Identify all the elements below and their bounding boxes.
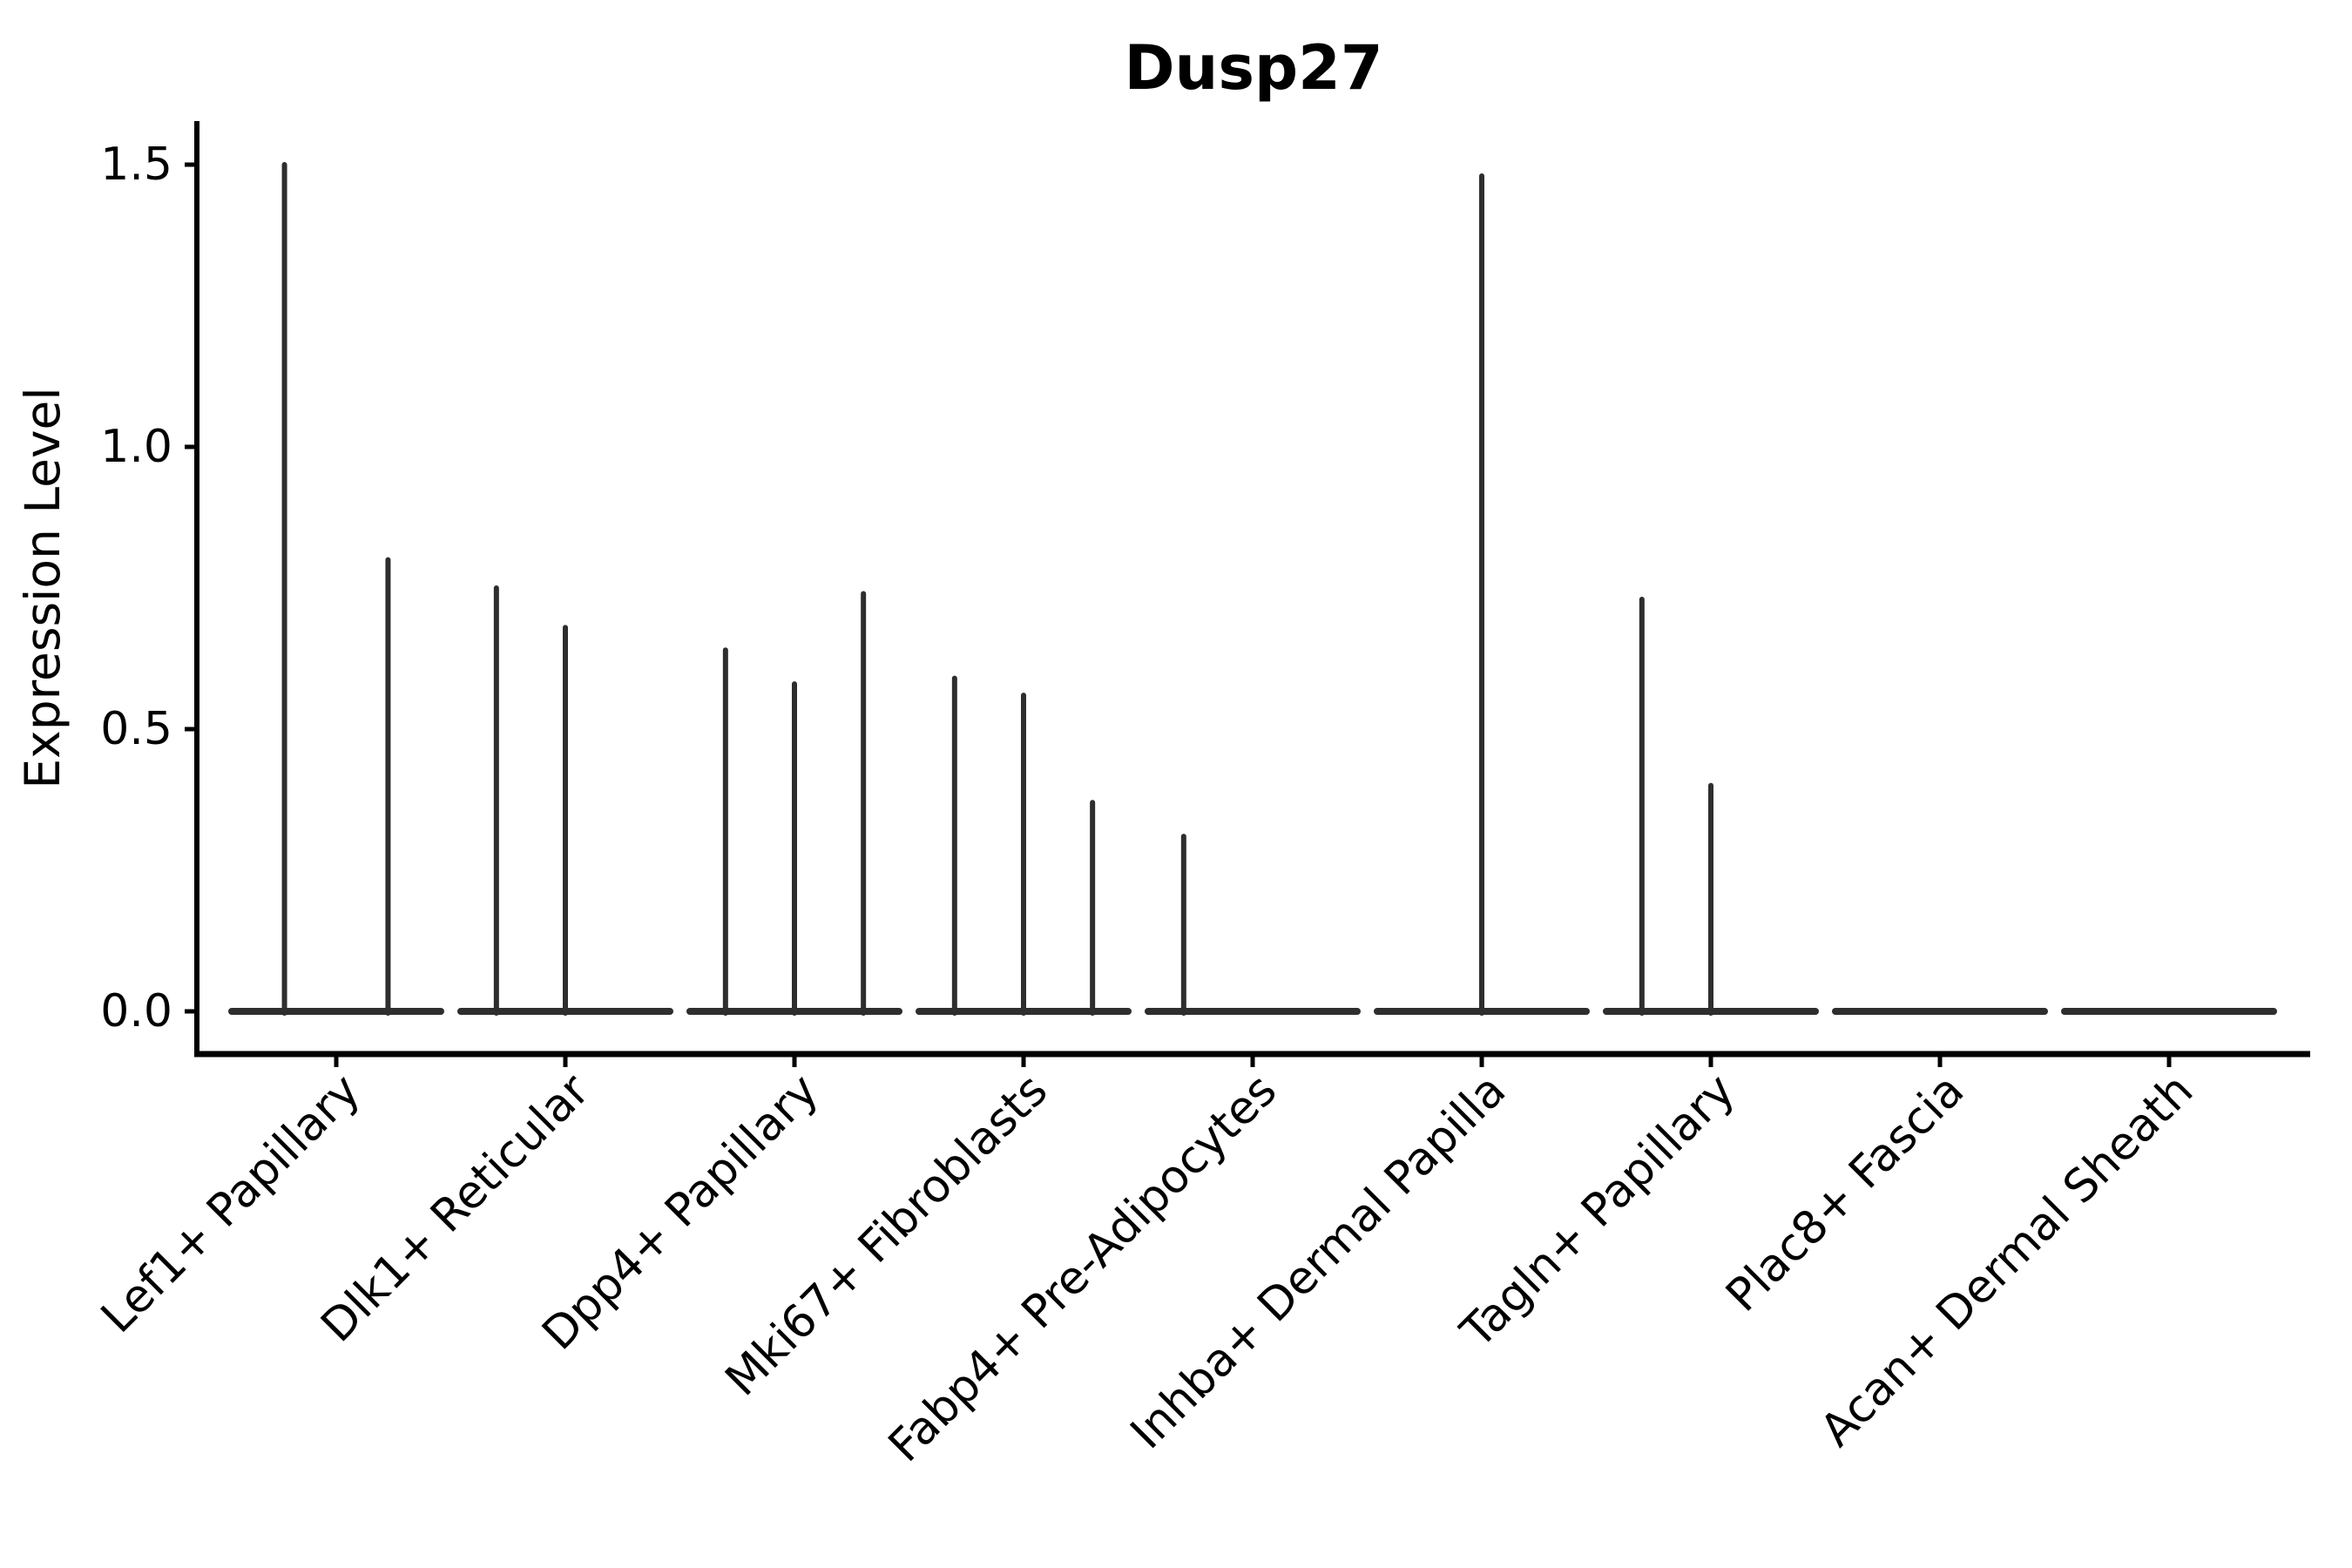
y-tick-label: 0.0 (100, 985, 172, 1037)
x-tick-label: Inhba+ Dermal Papilla (1121, 1064, 1516, 1459)
y-tick-label: 1.5 (100, 139, 172, 191)
chart-title: Dusp27 (1124, 32, 1382, 104)
x-tick-label: Acan+ Dermal Sheath (1811, 1064, 2204, 1457)
violin (686, 591, 902, 1016)
y-tick-label: 0.5 (100, 703, 172, 755)
x-tick-label: Fabp4+ Pre-Adipocytes (879, 1064, 1287, 1472)
y-tick-label: 1.0 (100, 421, 172, 473)
violins-group (228, 162, 2277, 1016)
violin (916, 675, 1132, 1016)
y-axis-label: Expression Level (15, 387, 71, 788)
x-tick-label: Plac8+ Fascia (1716, 1064, 1974, 1322)
violin (1374, 172, 1590, 1016)
violin (1145, 834, 1361, 1016)
violin (457, 585, 673, 1016)
violin (228, 162, 444, 1016)
violin (1603, 596, 1819, 1016)
